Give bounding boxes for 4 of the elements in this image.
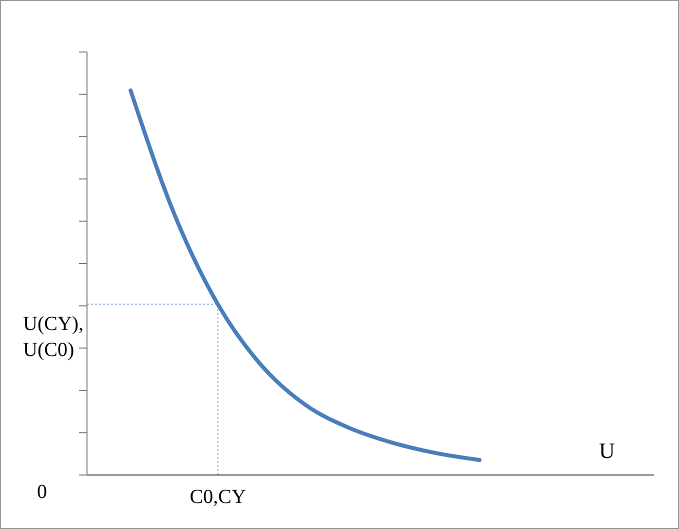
text: C0,CY bbox=[190, 486, 246, 508]
ref-line-label: U(CY), U(C0) bbox=[23, 312, 84, 364]
text: 0 bbox=[37, 481, 47, 504]
x-axis-title: U bbox=[599, 438, 615, 464]
